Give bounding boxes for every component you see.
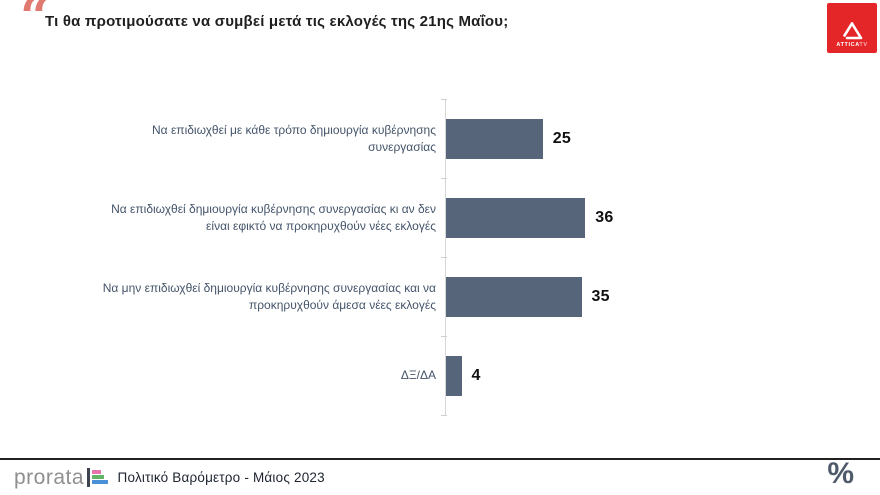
value-label: 4 — [471, 366, 481, 384]
category-label: Να επιδιωχθεί δημιουργία κυβέρνησης συνε… — [111, 202, 436, 233]
footer-caption: Πολιτικό Βαρόμετρο - Μάιος 2023 — [117, 469, 325, 485]
bar-cell: 36 — [445, 197, 614, 238]
attica-triangle-icon — [843, 21, 863, 39]
chart-rows: Να επιδιωχθεί με κάθε τρόπο δημιουργία κ… — [0, 99, 880, 415]
chart-row: Να μην επιδιωχθεί δημιουργία κυβέρνησης … — [0, 257, 880, 336]
page-title: Τι θα προτιμούσατε να συμβεί μετά τις εκ… — [45, 13, 509, 30]
prorata-logo: prorata — [14, 465, 85, 489]
chart-row: Να επιδιωχθεί δημιουργία κυβέρνησης συνε… — [0, 178, 880, 257]
bar — [446, 197, 586, 238]
bar-chart: Να επιδιωχθεί με κάθε τρόπο δημιουργία κ… — [0, 99, 880, 416]
axis-tick — [441, 257, 447, 258]
axis-tick — [441, 178, 447, 179]
axis-tick — [441, 99, 447, 100]
value-label: 36 — [595, 208, 614, 226]
bar — [446, 355, 462, 396]
axis-tick — [441, 415, 447, 416]
prorata-barchart-icon — [87, 467, 108, 487]
value-label: 35 — [591, 287, 610, 305]
attica-tv-logo: ATTICATV — [827, 3, 877, 53]
bar-cell: 25 — [445, 118, 571, 159]
bar — [446, 118, 543, 159]
percent-icon: % — [827, 457, 854, 490]
chart-row: ΔΞ/ΔΑ 4 — [0, 336, 880, 415]
bar — [446, 276, 582, 317]
quote-icon: “ — [20, 0, 50, 48]
category-label: Να επιδιωχθεί με κάθε τρόπο δημιουργία κ… — [152, 123, 436, 154]
axis-tick — [441, 336, 447, 337]
chart-row: Να επιδιωχθεί με κάθε τρόπο δημιουργία κ… — [0, 99, 880, 178]
footer-divider — [0, 458, 880, 460]
value-label: 25 — [552, 129, 571, 147]
bar-cell: 35 — [445, 276, 610, 317]
bar-cell: 4 — [445, 355, 481, 396]
category-label: Να μην επιδιωχθεί δημιουργία κυβέρνησης … — [102, 281, 436, 312]
attica-logo-text: ATTICATV — [836, 41, 868, 48]
category-label: ΔΞ/ΔΑ — [400, 368, 436, 383]
footer: prorata Πολιτικό Βαρόμετρο - Μάιος 2023 — [14, 463, 325, 491]
